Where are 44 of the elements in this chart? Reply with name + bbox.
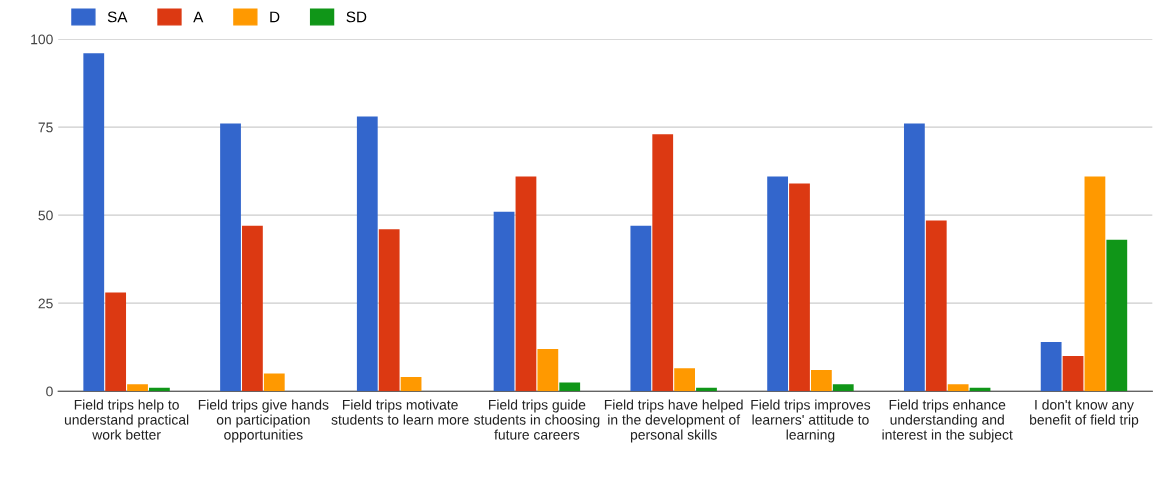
- x-tick-label: Field trips improves learners' attitude to learning: [751, 399, 871, 443]
- bar: [789, 183, 810, 392]
- y-tick-label: 100: [31, 34, 53, 45]
- bar: [630, 225, 652, 392]
- bar: [242, 225, 263, 392]
- legend-label: SA: [107, 11, 128, 23]
- x-tick-label: I don't know any benefit of field trip: [1030, 399, 1139, 428]
- bar: [559, 382, 581, 392]
- bar: [832, 384, 854, 392]
- legend-label: A: [193, 11, 204, 23]
- bar: [400, 377, 422, 392]
- bar: [810, 370, 832, 392]
- y-tick-label: 75: [38, 122, 53, 133]
- bar: [83, 53, 105, 392]
- y-tick-label: 50: [38, 210, 53, 221]
- bar: [903, 123, 925, 392]
- bar: [1084, 176, 1106, 392]
- x-tick-label: Field trips give hands on participation opportunities: [198, 399, 329, 443]
- legend-label: D: [270, 11, 280, 23]
- y-tick-label: 25: [38, 298, 53, 309]
- bar: [537, 348, 559, 392]
- x-tick-label: Field trips guide students in choosing future careers: [473, 399, 600, 440]
- y-tick-label: 0: [46, 386, 53, 397]
- bar: [493, 211, 515, 392]
- x-tick-label: Field trips have helped in the development of personal skills: [604, 399, 743, 443]
- bar: [1040, 341, 1062, 392]
- bar: [220, 123, 241, 392]
- legend-label: SD: [346, 11, 367, 23]
- bar: [515, 176, 537, 392]
- bar: [925, 220, 947, 392]
- bar: [356, 116, 378, 392]
- bar: [105, 292, 127, 392]
- bar: [947, 384, 969, 392]
- x-tick-label: Field trips help to understand practical work better: [64, 399, 189, 440]
- x-tick-label: Field trips enhance understanding and interest in the subject: [882, 399, 1013, 443]
- bar: [263, 373, 285, 392]
- bar: [674, 368, 695, 392]
- bar: [652, 134, 674, 392]
- bar: [127, 384, 148, 392]
- bar: [767, 176, 788, 392]
- bar: [378, 229, 400, 392]
- bar: [1106, 239, 1128, 392]
- bar: [1062, 355, 1084, 392]
- x-tick-label: Field trips motivate students to learn more: [331, 399, 469, 425]
